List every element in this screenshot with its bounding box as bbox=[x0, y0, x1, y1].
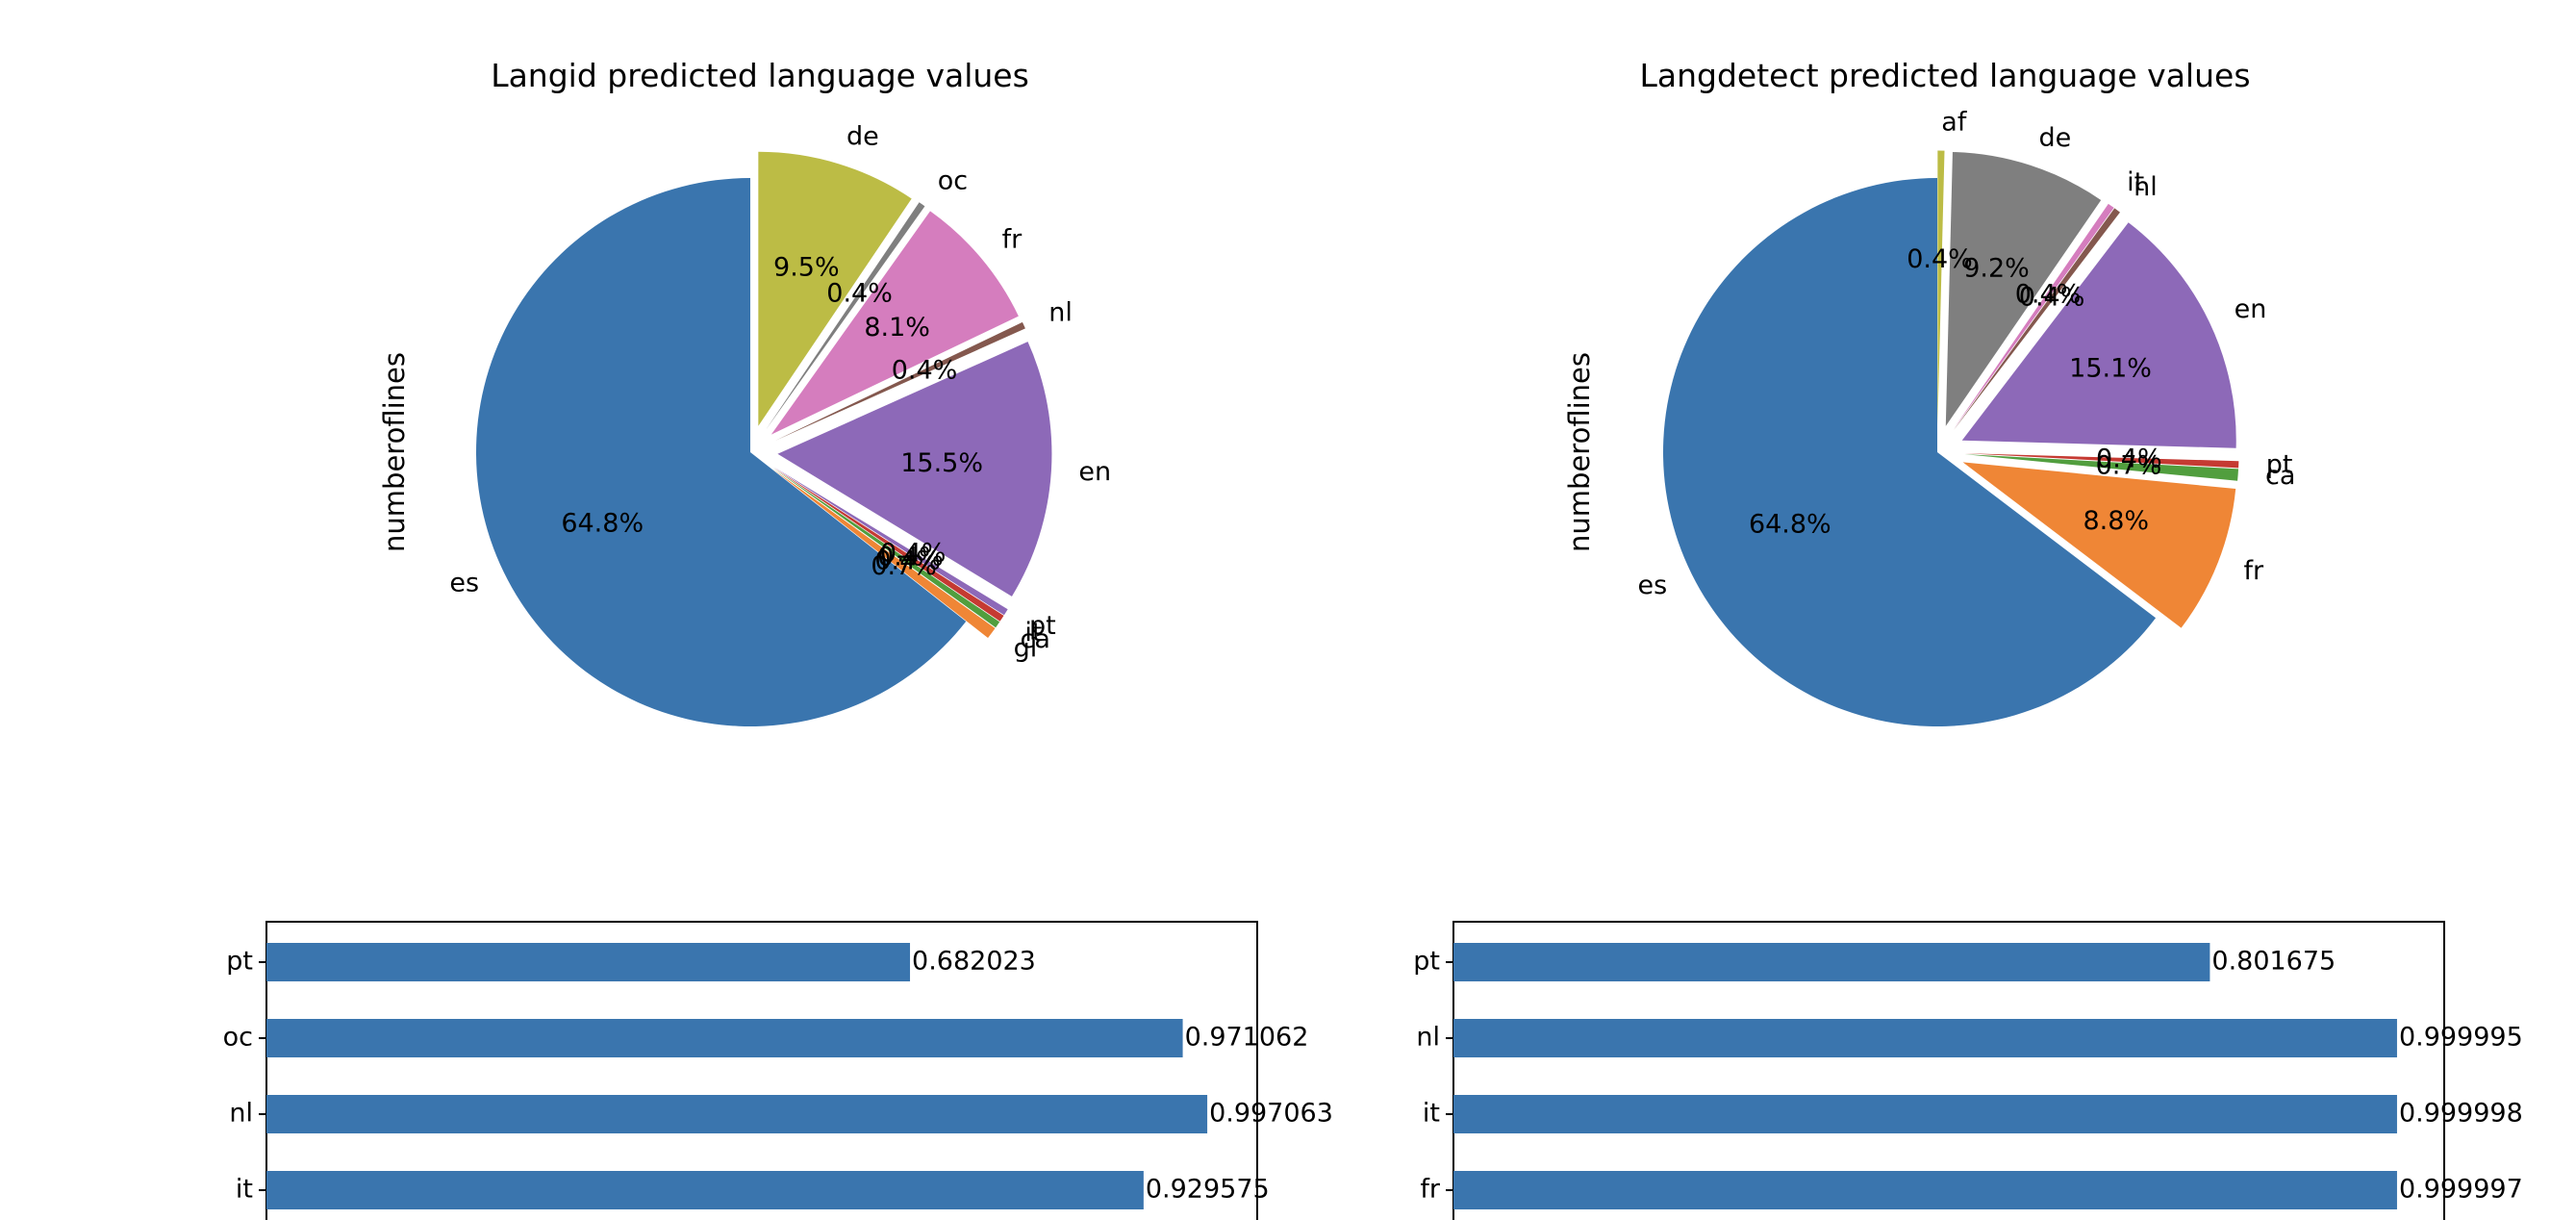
langdetect-pie-percent-es: 64.8% bbox=[1749, 510, 1831, 540]
langid-pie-label-ca: ca bbox=[1021, 624, 1050, 654]
langdetect-pie-label-pt: pt bbox=[2266, 449, 2293, 479]
langid-pie-slice-gl bbox=[771, 469, 996, 638]
langdetect-bar-axes-frame bbox=[1452, 921, 2445, 1220]
langid-pie-slice-it bbox=[772, 467, 1004, 622]
langid-bar-nl bbox=[266, 1095, 1208, 1133]
langdetect-pie-label-it: it bbox=[2127, 167, 2144, 197]
langid-ytick-label-pt: pt bbox=[226, 947, 253, 977]
langdetect-bar-value-label-nl: 0.999995 bbox=[2399, 1023, 2523, 1053]
langid-pie-percent-nl: 0.4% bbox=[892, 356, 958, 386]
langid-bar-value-label-pt: 0.682023 bbox=[912, 947, 1036, 977]
langid-bar-value-label-it: 0.929575 bbox=[1146, 1175, 1270, 1205]
langid-pie-slice-fr bbox=[770, 211, 1019, 435]
langdetect-pie-percent-de: 9.2% bbox=[1963, 254, 2030, 284]
langdetect-pie-percent-en: 15.1% bbox=[2069, 354, 2152, 384]
langdetect-bar-fr bbox=[1453, 1171, 2397, 1209]
langid-pie-slice-oc bbox=[766, 202, 925, 430]
langdetect-pie-percent-af: 0.4% bbox=[1907, 244, 1973, 274]
langid-pie-percent-gl: 0.7% bbox=[871, 551, 937, 581]
langdetect-pie-label-fr: fr bbox=[2243, 556, 2264, 586]
langid-pie-ylabel: numberoflines bbox=[378, 352, 411, 552]
langid-pie-chart: Langid predicted language values numbero… bbox=[378, 57, 1111, 727]
langid-pie-slice-en bbox=[777, 342, 1052, 597]
langdetect-pie-chart: Langdetect predicted language values num… bbox=[1563, 57, 2295, 727]
langdetect-pie-slice-af bbox=[1937, 150, 1945, 425]
langid-pie-label-fr: fr bbox=[1002, 224, 1023, 254]
langdetect-pie-label-nl: nl bbox=[2134, 172, 2158, 202]
langid-pie-label-it: it bbox=[1024, 618, 1042, 648]
langid-ytick-label-it: it bbox=[236, 1175, 253, 1205]
langdetect-pie-slice-de bbox=[1945, 151, 2102, 426]
langdetect-ytick-label-fr: fr bbox=[1420, 1175, 1441, 1205]
langid-bar-pt bbox=[266, 943, 911, 981]
langid-bar-oc bbox=[266, 1019, 1183, 1057]
langid-pie-label-en: en bbox=[1078, 457, 1111, 487]
langdetect-pie-slice-ca bbox=[1964, 454, 2239, 481]
langid-pie-label-de: de bbox=[846, 121, 879, 151]
langdetect-pie-ylabel: numberoflines bbox=[1563, 352, 1596, 552]
langdetect-pie-slice-it bbox=[1953, 203, 2114, 430]
langdetect-ytick-label-nl: nl bbox=[1416, 1023, 1440, 1053]
langid-pie-slice-nl bbox=[774, 321, 1025, 442]
langdetect-pie-percent-it: 0.4% bbox=[2015, 279, 2082, 309]
langdetect-bar-pt bbox=[1453, 943, 2210, 981]
langid-bar-chart: pt 0.682023 oc 0.971062 nl 0.997063 it 0.929575 bbox=[223, 921, 1333, 1220]
langdetect-ytick-label-it: it bbox=[1423, 1099, 1440, 1129]
langdetect-bar-value-label-it: 0.999998 bbox=[2399, 1099, 2523, 1129]
langid-bar-value-label-oc: 0.971062 bbox=[1185, 1023, 1309, 1053]
langid-pie-label-gl: gl bbox=[1014, 634, 1038, 664]
langdetect-bar-value-label-fr: 0.999997 bbox=[2399, 1175, 2523, 1205]
langdetect-pie-slice-en bbox=[1961, 222, 2236, 448]
langdetect-pie-percent-fr: 8.8% bbox=[2083, 506, 2149, 536]
langid-ytick-label-oc: oc bbox=[223, 1023, 253, 1053]
langid-pie-slice-ca bbox=[772, 468, 1000, 628]
langid-chart-title: Langid predicted language values bbox=[491, 57, 1029, 94]
langdetect-pie-slice-nl bbox=[1954, 208, 2120, 431]
langdetect-pie-slice-pt bbox=[1964, 453, 2239, 469]
langid-pie-slice-de bbox=[758, 151, 912, 426]
langdetect-pie-percent-pt: 0.4% bbox=[2096, 445, 2162, 474]
langid-pie-slice-pt bbox=[773, 467, 1008, 616]
langdetect-bar-chart: pt 0.801675 nl 0.999995 it 0.999998 fr 0.999997 bbox=[1413, 921, 2523, 1220]
langdetect-chart-title: Langdetect predicted language values bbox=[1639, 57, 2250, 94]
langdetect-pie-label-af: af bbox=[1941, 108, 1968, 138]
langid-pie-percent-es: 64.8% bbox=[561, 508, 644, 538]
langid-pie-label-es: es bbox=[449, 569, 479, 598]
langid-pie-percent-fr: 8.1% bbox=[864, 313, 930, 343]
langid-pie-label-nl: nl bbox=[1048, 298, 1073, 328]
langid-pie-label-pt: pt bbox=[1029, 611, 1056, 641]
langid-pie-percent-it: 0.4% bbox=[877, 542, 944, 572]
langdetect-bar-it bbox=[1453, 1095, 2397, 1133]
langid-bar-it bbox=[266, 1171, 1144, 1209]
langid-ytick-label-nl: nl bbox=[229, 1099, 253, 1129]
langid-bar-axes-frame bbox=[265, 921, 1258, 1220]
langid-pie-percent-oc: 0.4% bbox=[826, 279, 893, 309]
langdetect-ytick-label-pt: pt bbox=[1413, 947, 1440, 977]
langdetect-pie-percent-nl: 0.4% bbox=[2019, 282, 2085, 312]
langid-pie-label-oc: oc bbox=[938, 165, 968, 195]
langdetect-pie-percent-ca: 0.7% bbox=[2096, 450, 2162, 480]
langdetect-pie-label-es: es bbox=[1638, 571, 1668, 600]
langdetect-pie-label-de: de bbox=[2038, 123, 2071, 153]
langid-bar-value-label-nl: 0.997063 bbox=[1209, 1099, 1333, 1129]
langdetect-pie-slice-es bbox=[1663, 178, 2157, 727]
langdetect-pie-label-en: en bbox=[2235, 294, 2267, 324]
langid-pie-percent-de: 9.5% bbox=[773, 253, 840, 283]
langid-pie-percent-en: 15.5% bbox=[900, 448, 983, 478]
langid-pie-slice-es bbox=[476, 178, 967, 727]
langdetect-bar-nl bbox=[1453, 1019, 2397, 1057]
langid-pie-percent-pt: 0.4% bbox=[880, 538, 947, 568]
langid-pie-percent-ca: 0.4% bbox=[874, 546, 941, 576]
langdetect-pie-label-ca: ca bbox=[2265, 461, 2295, 491]
langdetect-bar-value-label-pt: 0.801675 bbox=[2211, 947, 2336, 977]
langdetect-pie-slice-fr bbox=[1962, 462, 2236, 628]
